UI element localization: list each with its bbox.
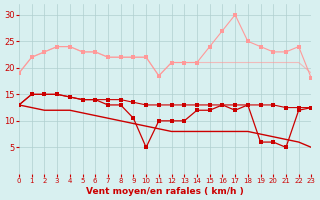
X-axis label: Vent moyen/en rafales ( km/h ): Vent moyen/en rafales ( km/h ) xyxy=(86,187,244,196)
